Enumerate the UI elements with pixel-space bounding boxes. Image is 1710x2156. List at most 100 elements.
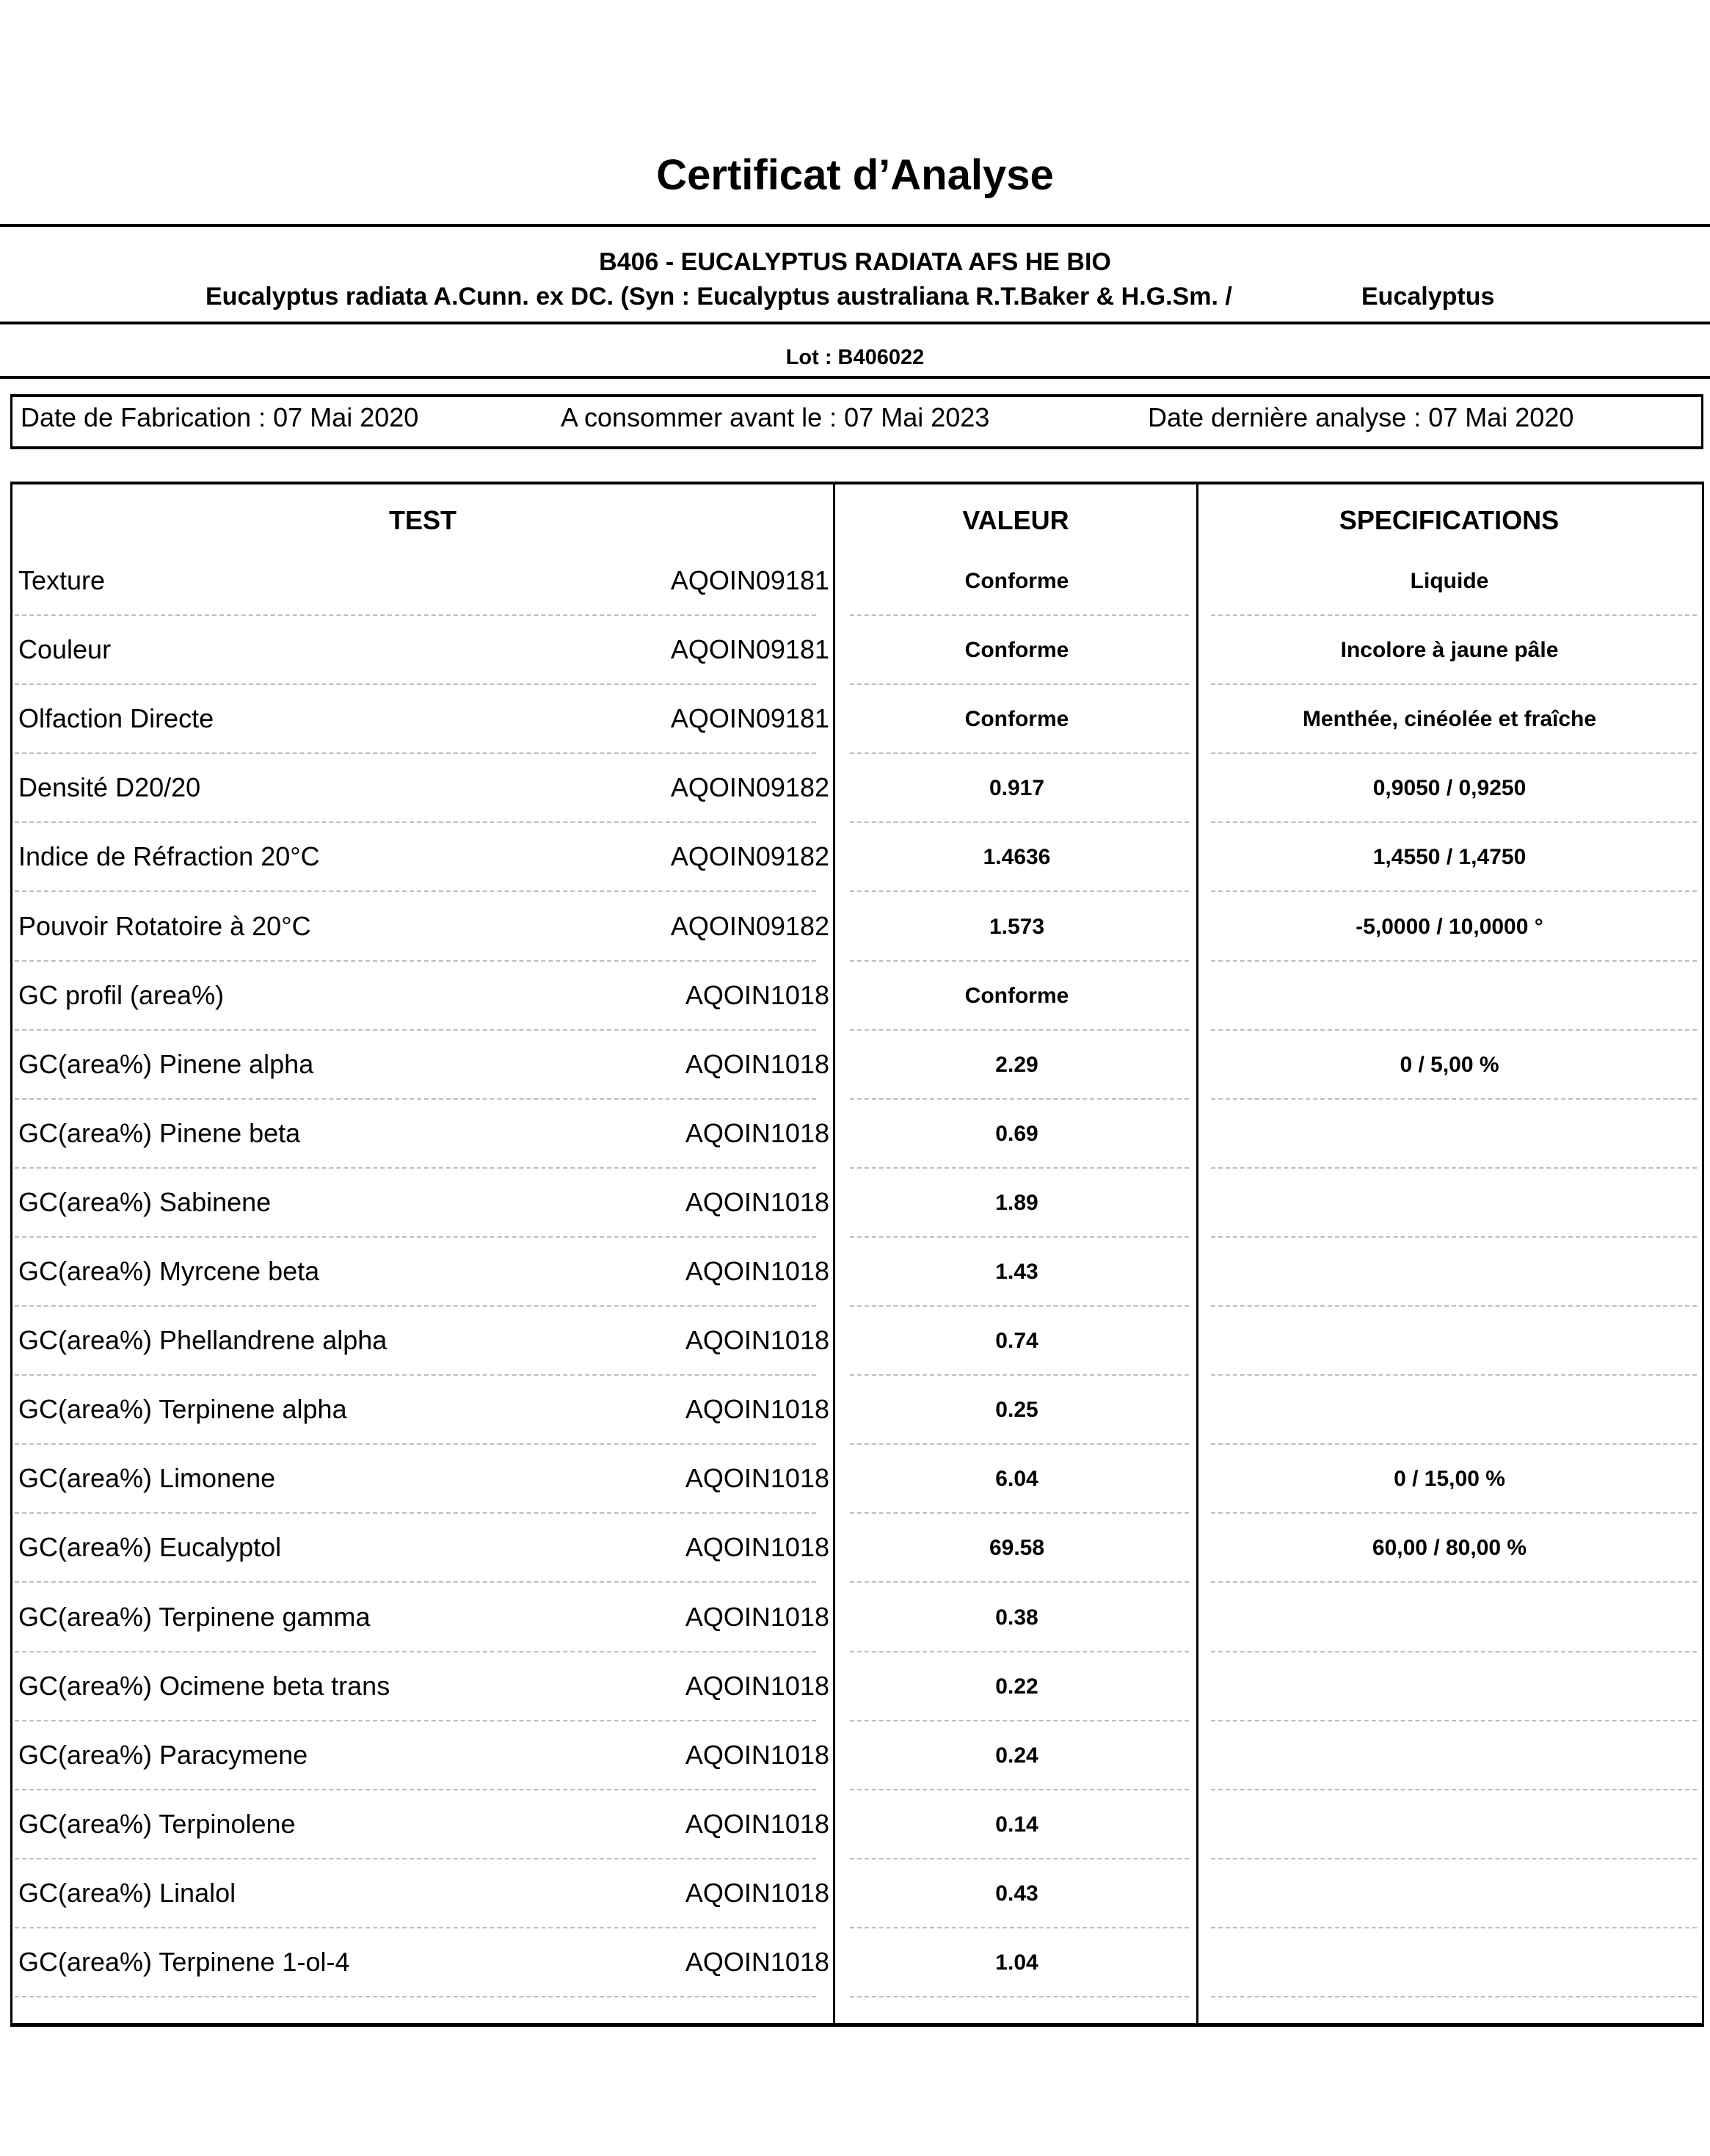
test-specification: 0,9050 / 0,9250 (1372, 776, 1527, 801)
test-value: 1.04 (995, 1950, 1038, 1975)
test-specification: Liquide (1410, 569, 1489, 593)
row-separator (15, 1235, 816, 1238)
test-specification: Incolore à jaune pâle (1340, 638, 1559, 663)
header-test: TEST (388, 505, 456, 535)
row-separator (1211, 1028, 1697, 1031)
row-separator (15, 1028, 816, 1031)
row-separator (1211, 1719, 1697, 1721)
product-species: Eucalyptus radiata A.Cunn. ex DC. (Syn :… (205, 283, 1232, 311)
row-separator (850, 683, 1189, 686)
divider (0, 322, 1710, 324)
test-specification: 0 / 15,00 % (1394, 1467, 1505, 1492)
test-name: GC(area%) Pinene beta (18, 1117, 301, 1148)
test-value: 1.573 (989, 914, 1045, 939)
row-separator (15, 683, 816, 686)
test-value: 6.04 (995, 1467, 1038, 1492)
test-name: GC(area%) Terpinene alpha (18, 1394, 347, 1425)
test-name: Couleur (18, 634, 112, 665)
test-value: 0.917 (989, 776, 1045, 801)
divider (0, 376, 1710, 379)
row-separator (15, 1857, 816, 1859)
row-separator (1211, 1996, 1697, 1997)
test-name: GC(area%) Terpinene 1-ol-4 (18, 1947, 350, 1977)
row-separator (15, 614, 816, 616)
last-analysis-date: Date dernière analyse : 07 Mai 2020 (1148, 402, 1574, 432)
test-name: GC profil (area%) (18, 979, 225, 1010)
test-value: 1.4636 (983, 845, 1051, 870)
test-name: Olfaction Directe (18, 703, 214, 734)
row-separator (850, 890, 1189, 893)
header-specifications: SPECIFICATIONS (1339, 505, 1560, 535)
row-separator (15, 1996, 816, 1997)
row-separator (850, 1650, 1189, 1652)
test-specification: 1,4550 / 1,4750 (1372, 845, 1527, 870)
row-separator (850, 1512, 1189, 1514)
row-separator (1211, 1926, 1697, 1928)
test-method-code: AQOIN1018 (685, 1670, 829, 1701)
test-name: GC(area%) Myrcene beta (18, 1256, 320, 1286)
test-method-code: AQOIN1018 (685, 1947, 829, 1977)
test-name: GC(area%) Terpinolene (18, 1808, 296, 1839)
test-value: 1.43 (995, 1260, 1038, 1284)
test-value: Conforme (964, 638, 1069, 663)
row-separator (850, 1235, 1189, 1238)
row-separator (850, 1305, 1189, 1307)
test-value: 2.29 (995, 1052, 1038, 1077)
row-separator (1211, 1512, 1697, 1514)
test-name: GC(area%) Paracymene (18, 1739, 308, 1770)
best-before-date: A consommer avant le : 07 Mai 2023 (561, 402, 990, 432)
row-separator (1211, 1305, 1697, 1307)
row-separator (1211, 1788, 1697, 1790)
test-value: 0.14 (995, 1812, 1038, 1837)
page-title: Certificat d’Analyse (656, 151, 1054, 199)
test-value: Conforme (964, 983, 1069, 1008)
row-separator (15, 1374, 816, 1376)
test-name: Pouvoir Rotatoire à 20°C (18, 910, 311, 941)
test-name: GC(area%) Ocimene beta trans (18, 1670, 390, 1701)
test-method-code: AQOIN09181 (670, 634, 829, 665)
test-name: GC(area%) Terpinene gamma (18, 1601, 371, 1632)
analysis-table (10, 482, 1704, 2027)
row-separator (1211, 683, 1697, 686)
row-separator (850, 1443, 1189, 1445)
row-separator (1211, 752, 1697, 755)
row-separator (1211, 1374, 1697, 1376)
test-name: GC(area%) Pinene alpha (18, 1048, 314, 1079)
row-separator (850, 752, 1189, 755)
row-separator (1211, 1166, 1697, 1169)
lot-number: Lot : B406022 (785, 346, 925, 369)
row-separator (850, 959, 1189, 962)
row-separator (850, 614, 1189, 616)
row-separator (15, 1305, 816, 1307)
row-separator (1211, 614, 1697, 616)
test-value: 0.22 (995, 1674, 1038, 1699)
test-method-code: AQOIN1018 (685, 1463, 829, 1494)
row-separator (15, 1719, 816, 1721)
test-method-code: AQOIN1018 (685, 1739, 829, 1770)
test-name: Indice de Réfraction 20°C (18, 841, 320, 872)
test-method-code: AQOIN1018 (685, 1877, 829, 1908)
row-separator (15, 1581, 816, 1583)
test-specification: 0 / 5,00 % (1400, 1052, 1499, 1077)
test-value: Conforme (964, 707, 1069, 732)
row-separator (15, 1443, 816, 1445)
divider (0, 224, 1710, 227)
test-name: GC(area%) Linalol (18, 1877, 236, 1908)
row-separator (15, 821, 816, 824)
test-method-code: AQOIN1018 (685, 1048, 829, 1079)
test-value: 0.25 (995, 1398, 1038, 1423)
row-separator (1211, 1097, 1697, 1100)
row-separator (850, 1097, 1189, 1100)
row-separator (1211, 959, 1697, 962)
row-separator (15, 1788, 816, 1790)
row-separator (850, 1028, 1189, 1031)
test-method-code: AQOIN1018 (685, 1808, 829, 1839)
row-separator (850, 1719, 1189, 1721)
product-common-name: Eucalyptus (1361, 283, 1495, 311)
test-value: 0.69 (995, 1121, 1038, 1146)
test-method-code: AQOIN09182 (670, 772, 829, 803)
row-separator (15, 1512, 816, 1514)
header-value: VALEUR (962, 505, 1069, 535)
test-value: 0.43 (995, 1881, 1038, 1906)
test-method-code: AQOIN1018 (685, 1117, 829, 1148)
